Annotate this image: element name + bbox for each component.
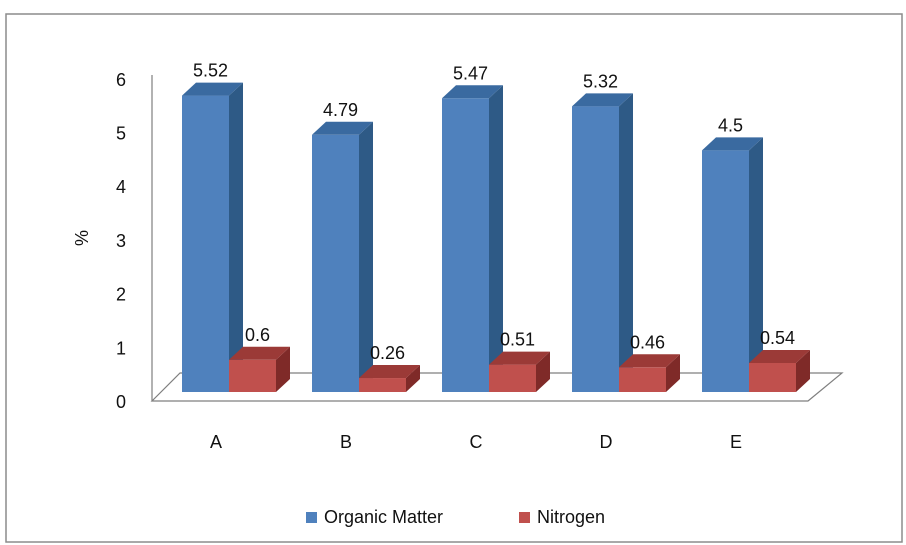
legend-label: Organic Matter <box>324 507 443 527</box>
y-tick-label: 4 <box>116 177 126 197</box>
y-axis-title: % <box>72 230 92 246</box>
legend-item-nitrogen: Nitrogen <box>519 507 605 527</box>
x-tick-label: B <box>340 432 352 452</box>
bar-side <box>749 137 763 392</box>
y-tick-label: 0 <box>116 392 126 412</box>
axes: 0 1 2 3 4 5 6 A B C D E <box>116 70 742 452</box>
bar-front <box>489 364 536 392</box>
bar-E-organic-matter <box>702 137 763 392</box>
bar-top <box>489 351 550 365</box>
bars <box>182 82 810 393</box>
bar-top <box>182 82 243 96</box>
data-label: 4.5 <box>718 115 743 135</box>
bar-front <box>312 134 359 393</box>
x-tick-label: C <box>470 432 483 452</box>
bar-D-nitrogen <box>619 354 680 392</box>
data-label: 0.51 <box>500 330 535 350</box>
data-labels: 5.52 0.6 4.79 0.26 5.47 0.51 5.32 0.46 4.5 0.54 <box>193 61 795 363</box>
bar-B-nitrogen <box>359 365 420 392</box>
bar-C-nitrogen <box>489 351 550 392</box>
bar-side <box>229 82 243 393</box>
data-label: 0.46 <box>630 332 665 352</box>
data-label: 0.54 <box>760 328 795 348</box>
data-label: 5.47 <box>453 63 488 83</box>
bar-front <box>619 367 666 392</box>
bar-top <box>312 121 373 135</box>
x-tick-label: A <box>210 432 222 452</box>
bar-top <box>572 93 633 107</box>
data-label: 5.52 <box>193 61 228 81</box>
legend-swatch <box>519 512 530 523</box>
bar-top <box>442 85 503 99</box>
legend-label: Nitrogen <box>537 507 605 527</box>
data-label: 0.6 <box>245 325 270 345</box>
bar-front <box>749 363 796 392</box>
y-tick-label: 6 <box>116 70 126 90</box>
bar-side <box>536 351 550 392</box>
legend-item-organic-matter: Organic Matter <box>306 507 443 527</box>
bar-top <box>359 365 420 379</box>
bar-top <box>702 137 763 151</box>
bar-top <box>619 354 680 368</box>
bar-front <box>229 359 276 392</box>
y-tick-label: 1 <box>116 338 126 358</box>
bar-E-nitrogen <box>749 350 810 392</box>
bar-top <box>749 350 810 364</box>
bar-C-organic-matter <box>442 85 503 393</box>
x-tick-label: D <box>600 432 613 452</box>
bar-front <box>702 150 749 392</box>
y-tick-label: 5 <box>116 124 126 144</box>
bar-B-organic-matter <box>312 121 373 393</box>
bar-top <box>229 346 290 360</box>
y-tick-label: 3 <box>116 231 126 251</box>
legend-swatch <box>306 512 317 523</box>
legend: Organic Matter Nitrogen <box>306 507 605 527</box>
bar-front <box>572 106 619 392</box>
data-label: 5.32 <box>583 71 618 91</box>
bar-side <box>359 121 373 392</box>
bar-side <box>796 350 810 392</box>
bar-A-nitrogen <box>229 346 290 392</box>
y-tick-label: 2 <box>116 285 126 305</box>
bar-side <box>406 365 420 392</box>
bar-front <box>182 95 229 393</box>
bar-front <box>359 378 406 392</box>
x-tick-label: E <box>730 432 742 452</box>
bar-side <box>276 346 290 392</box>
bar-side <box>619 93 633 392</box>
bar-side <box>489 85 503 393</box>
data-label: 0.26 <box>370 343 405 363</box>
bar-front <box>442 98 489 393</box>
bar-A-organic-matter <box>182 82 243 393</box>
data-label: 4.79 <box>323 100 358 120</box>
bar-D-organic-matter <box>572 93 633 392</box>
bar-side <box>666 354 680 392</box>
